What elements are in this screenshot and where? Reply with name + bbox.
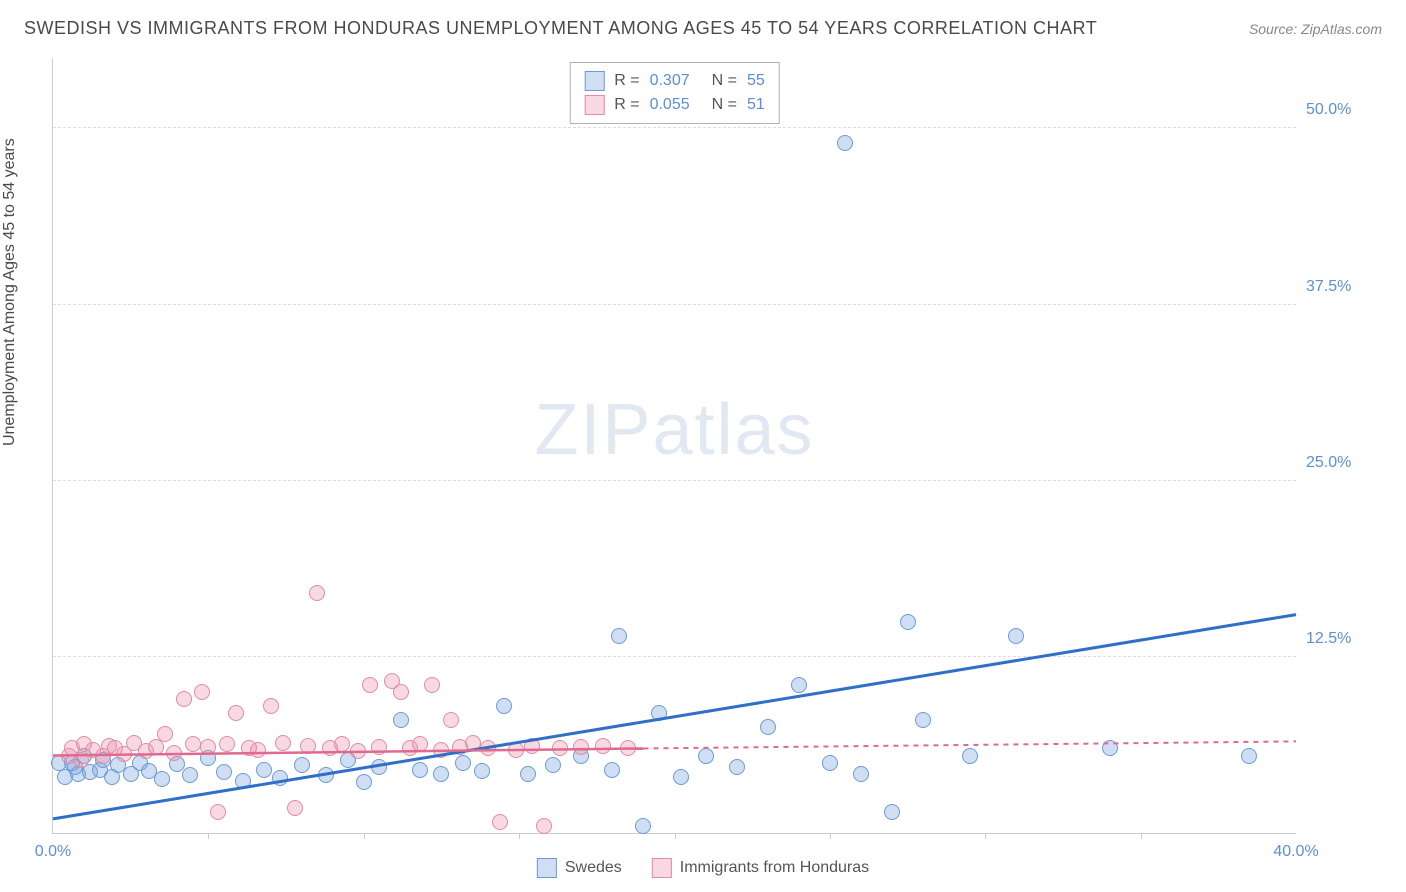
x-tick-label: 0.0% [35,843,71,861]
x-tick [830,833,831,839]
legend-swatch [584,95,604,115]
x-tick [208,833,209,839]
stats-legend-box: R = 0.307 N = 55 R = 0.055 N = 51 [569,62,780,124]
stats-row: R = 0.307 N = 55 [584,69,765,93]
stats-r-value: 0.307 [650,72,690,90]
x-tick [1141,833,1142,839]
x-tick [675,833,676,839]
x-tick [364,833,365,839]
bottom-legend: Swedes Immigrants from Honduras [537,858,869,878]
trend-lines [53,58,1296,833]
stats-n-label: N = [712,72,737,90]
legend-item: Immigrants from Honduras [652,858,869,878]
y-tick-label: 25.0% [1306,454,1396,472]
y-tick-label: 12.5% [1306,630,1396,648]
chart-plot-area: ZIPatlas R =0.307N =55R =0.055N =51 12.5… [52,58,1296,834]
chart-title: SWEDISH VS IMMIGRANTS FROM HONDURAS UNEM… [24,18,1097,39]
stats-r-label: R = [614,96,639,114]
legend-item: Swedes [537,858,622,878]
source-label: Source: ZipAtlas.com [1249,21,1382,37]
legend-swatch [584,71,604,91]
stats-r-label: R = [614,72,639,90]
x-tick-label: 40.0% [1273,843,1318,861]
stats-n-value: 55 [747,72,765,90]
y-axis-label: Unemployment Among Ages 45 to 54 years [1,138,19,446]
stats-n-value: 51 [747,96,765,114]
y-tick-label: 50.0% [1306,101,1396,119]
stats-n-label: N = [712,96,737,114]
x-tick [519,833,520,839]
legend-label: Swedes [565,859,622,876]
legend-label: Immigrants from Honduras [680,859,869,876]
stats-row: R = 0.055 N = 51 [584,93,765,117]
x-tick [985,833,986,839]
stats-r-value: 0.055 [650,96,690,114]
y-tick-label: 37.5% [1306,278,1396,296]
legend-swatch [652,858,672,878]
legend-swatch [537,858,557,878]
